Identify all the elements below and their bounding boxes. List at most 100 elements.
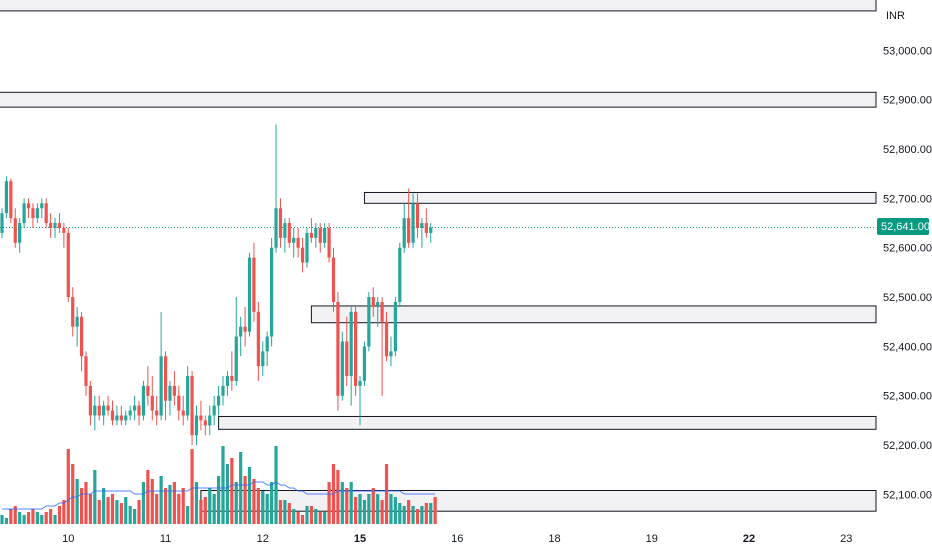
- volume-bar: [159, 476, 163, 524]
- volume-bar: [261, 491, 265, 524]
- candle-body: [141, 385, 146, 416]
- candle-body: [283, 223, 287, 238]
- candle-body: [22, 203, 26, 224]
- currency-label: INR: [886, 10, 905, 22]
- candle-body: [102, 405, 106, 416]
- candle-body: [371, 297, 375, 307]
- zone-5: [218, 415, 877, 430]
- candle-body: [146, 385, 150, 396]
- volume-bar: [234, 482, 238, 524]
- candle-body: [300, 247, 305, 263]
- volume-bar: [35, 512, 39, 524]
- candle-body: [194, 415, 199, 436]
- volume-bar: [309, 506, 313, 524]
- candle-body: [110, 410, 115, 421]
- candle-body: [407, 218, 411, 243]
- volume-bar: [349, 482, 353, 524]
- candle-body: [155, 410, 159, 416]
- volume-bar: [221, 446, 225, 524]
- candle-body: [137, 405, 141, 416]
- volume-bar: [398, 503, 402, 524]
- price-tick-label: 52,400.00: [883, 341, 932, 353]
- volume-bar: [278, 500, 283, 524]
- candle-body: [345, 341, 349, 377]
- candle-body: [133, 405, 137, 411]
- zone-6: [200, 489, 877, 512]
- volume-bar: [163, 488, 168, 524]
- volume-bar: [168, 485, 172, 524]
- volume-bars: [0, 446, 437, 524]
- candle-body: [362, 346, 367, 381]
- candle-body: [225, 376, 230, 386]
- volume-bar: [336, 470, 340, 524]
- volume-bar: [115, 500, 119, 524]
- volume-bar: [225, 464, 230, 524]
- volume-bar: [300, 515, 305, 524]
- price-tick-label: 52,300.00: [883, 391, 932, 403]
- volume-bar: [420, 506, 424, 524]
- volume-bar: [376, 494, 380, 524]
- candle-body: [212, 405, 216, 416]
- volume-bar: [292, 509, 296, 524]
- volume-bar: [230, 458, 234, 524]
- volume-bar: [362, 500, 367, 524]
- volume-ma-line: [2, 481, 436, 510]
- candle-body: [367, 297, 371, 347]
- volume-bar: [358, 494, 362, 524]
- candle-body: [265, 336, 269, 352]
- candle-body: [93, 405, 97, 416]
- candle-body: [40, 203, 44, 209]
- candle-body: [124, 415, 128, 421]
- volume-bar: [402, 506, 406, 524]
- volume-bar: [79, 488, 84, 524]
- time-axis[interactable]: 10 11 12 15 16 18 19 22 23: [62, 533, 852, 545]
- volume-bar: [71, 464, 75, 524]
- volume-bar: [31, 509, 35, 524]
- volume-bar: [88, 494, 92, 524]
- candle-body: [420, 223, 424, 228]
- candle-body: [415, 203, 420, 228]
- candle-body: [314, 227, 318, 238]
- candle-body: [340, 341, 344, 396]
- candle-body: [62, 227, 66, 233]
- time-tick-label: 12: [257, 533, 269, 545]
- candle-body: [181, 410, 185, 416]
- volume-bar: [270, 482, 274, 524]
- last-price-label: 52,641.00: [877, 218, 930, 235]
- candle-body: [261, 351, 265, 367]
- candle-body: [376, 302, 380, 307]
- volume-bar: [186, 506, 190, 524]
- volume-bar: [393, 497, 397, 524]
- candle-body: [9, 181, 13, 219]
- candle-body: [402, 218, 406, 248]
- price-tick-label: 52,200.00: [883, 440, 932, 452]
- candle-body: [274, 208, 278, 248]
- price-tick-label: 52,900.00: [883, 95, 932, 107]
- candle-body: [336, 302, 340, 396]
- price-axis[interactable]: INR 53,000.00 52,900.00 52,800.00 52,700.00…: [883, 10, 932, 501]
- volume-bar: [327, 482, 331, 524]
- volume-bar: [106, 497, 110, 524]
- time-tick-label: 19: [646, 533, 658, 545]
- candle-body: [234, 336, 238, 381]
- zone-1: [0, 0, 877, 12]
- candle-body: [199, 415, 203, 421]
- candle-body: [35, 208, 39, 219]
- price-tick-label: 53,000.00: [883, 45, 932, 57]
- volume-bar: [194, 482, 199, 524]
- candle-body: [168, 385, 172, 401]
- volume-bar: [415, 509, 420, 524]
- candle-body: [296, 237, 300, 248]
- candle-body: [190, 376, 194, 436]
- volume-bar: [199, 500, 203, 524]
- time-tick-label: 23: [840, 533, 852, 545]
- volume-bar: [62, 500, 66, 524]
- candle-body: [230, 376, 234, 381]
- candle-body: [424, 223, 428, 233]
- volume-bar: [102, 488, 106, 524]
- candle-body: [349, 311, 353, 377]
- candle-body: [389, 351, 393, 357]
- volume-bar: [411, 506, 415, 524]
